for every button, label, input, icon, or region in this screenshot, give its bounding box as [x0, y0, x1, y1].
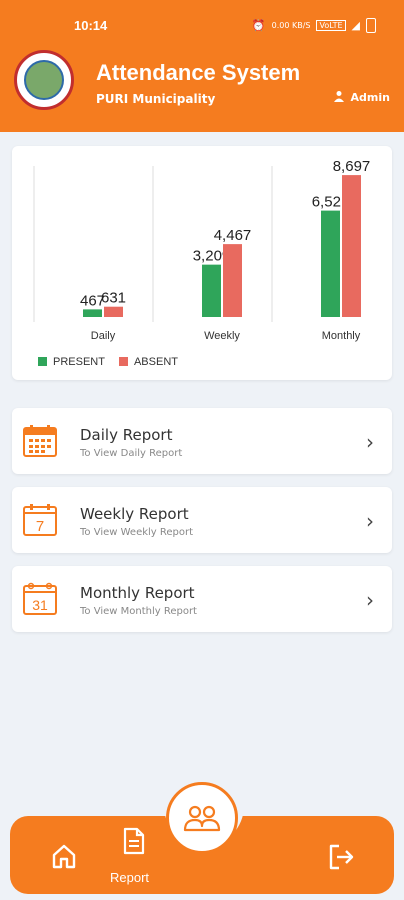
- bar-absent-weekly[interactable]: [223, 244, 242, 317]
- x-tick-label-monthly: Monthly: [322, 330, 361, 342]
- value-label-present-daily: 467: [80, 292, 105, 309]
- volte-icon: VoLTE: [316, 20, 346, 31]
- weekly-report-title: Weekly Report: [80, 505, 189, 523]
- alarm-icon: ⏰: [251, 19, 266, 32]
- battery-icon: [366, 18, 376, 33]
- home-icon[interactable]: [50, 842, 78, 870]
- app-header: 10:14 ⏰ 0.00 KB/S VoLTE ◢ Attendance Sys…: [0, 0, 404, 132]
- legend-present-label: PRESENT: [53, 356, 105, 368]
- logo-emblem: [24, 60, 64, 100]
- legend-absent-label: ABSENT: [133, 356, 178, 368]
- attendance-chart-card: 467 631 Daily 3,209 4,467 Weekly 6,521 8,697 Mon…: [12, 146, 392, 380]
- status-bar: 10:14 ⏰ 0.00 KB/S VoLTE ◢: [0, 18, 404, 38]
- status-icons: ⏰ 0.00 KB/S VoLTE ◢: [252, 18, 376, 33]
- monthly-report-title: Monthly Report: [80, 584, 195, 602]
- bar-absent-monthly[interactable]: [342, 175, 361, 317]
- app-title: Attendance System: [96, 60, 301, 85]
- chevron-right-icon: ›: [366, 509, 374, 533]
- bar-present-daily[interactable]: [83, 309, 102, 317]
- legend-absent-swatch: [118, 357, 128, 366]
- x-tick-label-daily: Daily: [91, 330, 116, 342]
- nav-report-label[interactable]: Report: [110, 870, 150, 885]
- weekly-report-card[interactable]: 7 Weekly Report To View Weekly Report ›: [12, 487, 392, 553]
- daily-report-title: Daily Report: [80, 426, 173, 444]
- value-label-absent-monthly: 8,697: [333, 158, 371, 175]
- monthly-report-card[interactable]: 31 Monthly Report To View Monthly Report…: [12, 566, 392, 632]
- chevron-right-icon: ›: [366, 588, 374, 612]
- daily-report-subtitle: To View Daily Report: [80, 448, 183, 459]
- legend-absent: ABSENT: [118, 356, 178, 368]
- report-document-icon[interactable]: [118, 826, 148, 856]
- calendar-grid-icon: [23, 425, 57, 457]
- daily-report-card[interactable]: Daily Report To View Daily Report ›: [12, 408, 392, 474]
- user-name: Admin: [350, 91, 390, 104]
- calendar-7-icon: 7: [23, 504, 57, 536]
- logout-icon[interactable]: [326, 842, 356, 872]
- chart-legend: PRESENT ABSENT: [38, 356, 178, 368]
- municipality-logo: [14, 50, 74, 110]
- bar-present-weekly[interactable]: [202, 264, 221, 317]
- value-label-absent-daily: 631: [101, 290, 126, 307]
- user-badge[interactable]: Admin: [333, 90, 390, 105]
- weekly-report-subtitle: To View Weekly Report: [80, 527, 194, 538]
- signal-icon: ◢: [351, 19, 360, 32]
- monthly-report-subtitle: To View Monthly Report: [80, 606, 197, 617]
- network-speed: 0.00 KB/S: [271, 21, 311, 30]
- attendance-fab-button[interactable]: [166, 782, 238, 854]
- legend-present: PRESENT: [38, 356, 105, 368]
- app-subtitle: PURI Municipality: [96, 92, 216, 106]
- users-icon: [183, 805, 221, 832]
- x-tick-label-weekly: Weekly: [204, 330, 240, 342]
- legend-present-swatch: [38, 357, 47, 366]
- bar-present-monthly[interactable]: [321, 210, 340, 317]
- value-label-absent-weekly: 4,467: [214, 227, 252, 244]
- svg-text:7: 7: [36, 518, 44, 535]
- calendar-31-icon: 31: [23, 582, 57, 615]
- chevron-right-icon: ›: [366, 430, 374, 454]
- bar-absent-daily[interactable]: [104, 306, 123, 317]
- user-icon: [333, 90, 345, 105]
- value-label-present-monthly: 6,521: [312, 194, 350, 211]
- status-time: 10:14: [74, 18, 108, 33]
- svg-text:31: 31: [32, 597, 48, 613]
- value-label-present-weekly: 3,209: [193, 248, 231, 265]
